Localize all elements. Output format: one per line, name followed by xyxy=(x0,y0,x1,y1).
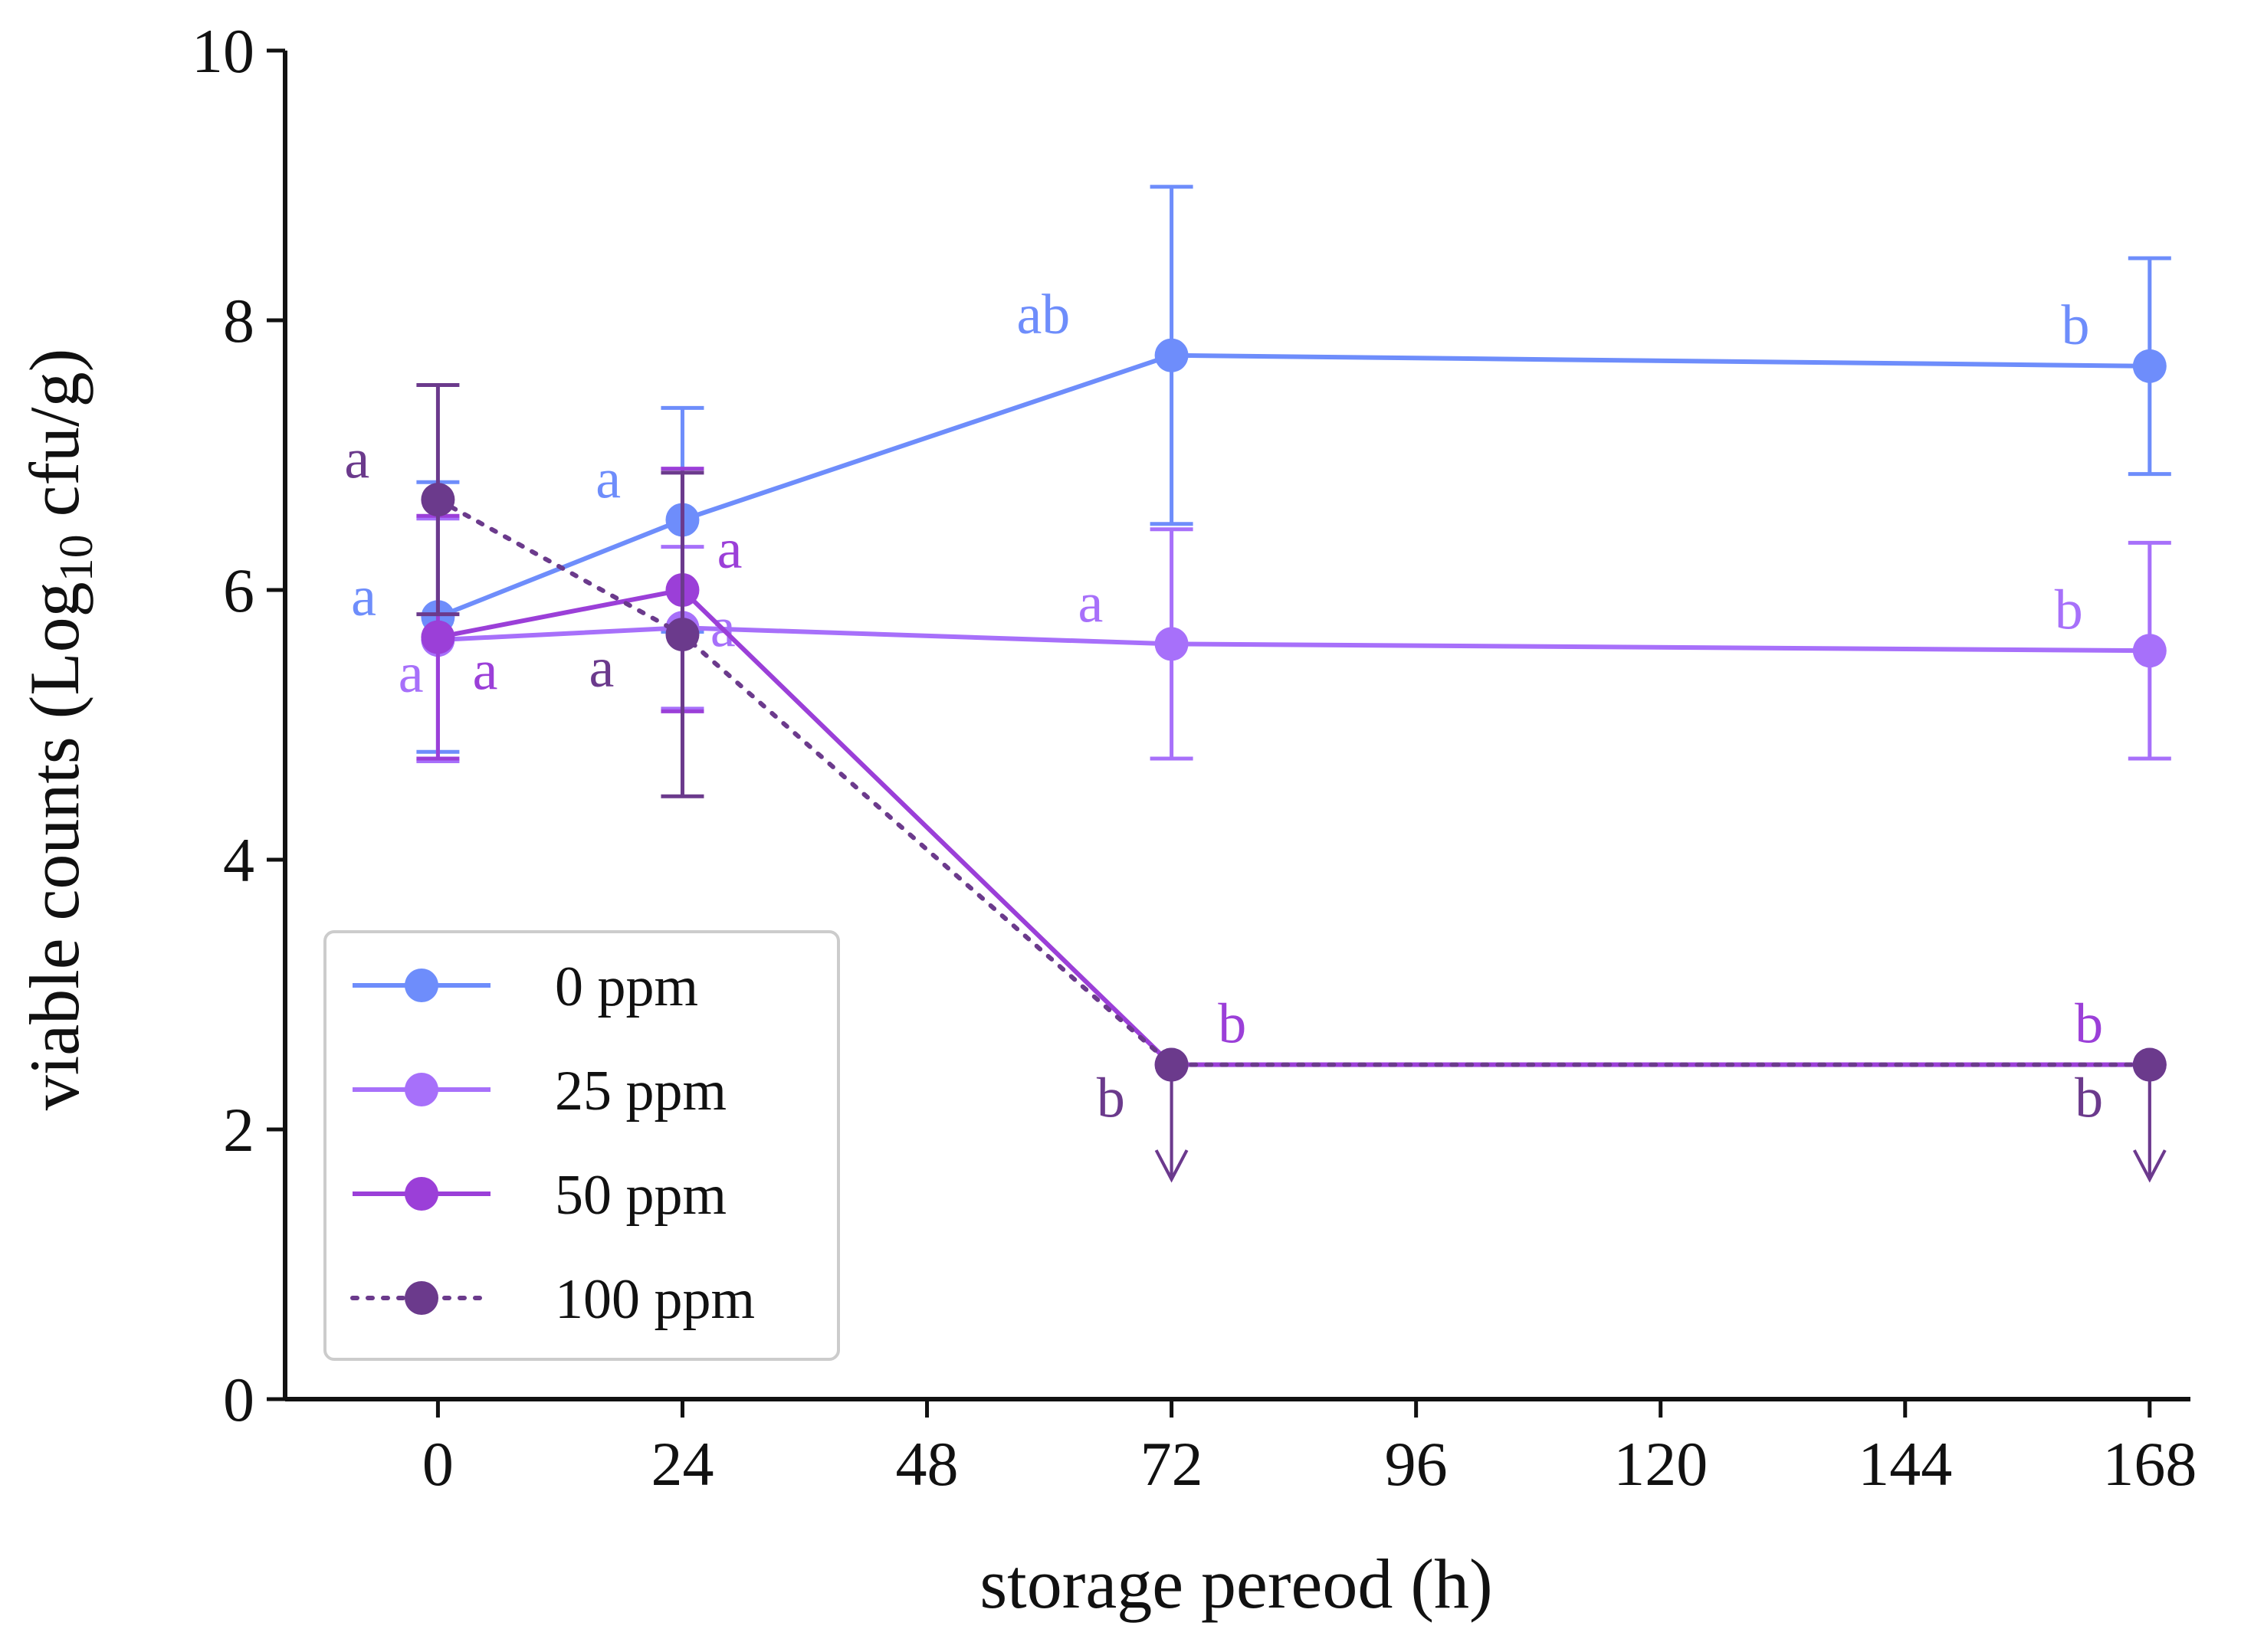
series-1: aa a b xyxy=(399,516,2171,764)
legend-entry-2: 50 ppm xyxy=(353,1164,727,1227)
data-point xyxy=(421,483,455,517)
y-axis-title-main: viable counts (Log xyxy=(15,582,94,1110)
data-point xyxy=(1154,338,1189,372)
x-tick-label: 0 xyxy=(422,1429,454,1499)
y-axis-title-unit: cfu/g) xyxy=(15,349,94,535)
significance-label: a xyxy=(596,448,621,511)
series-3: aab b xyxy=(344,382,2167,1183)
legend-entry-0: 0 ppm xyxy=(353,955,698,1018)
x-axis-title: storage pereod (h) xyxy=(979,1545,1492,1623)
x-tick-label: 120 xyxy=(1613,1429,1708,1499)
censored-arrow-head xyxy=(1154,1149,1189,1183)
significance-label: a xyxy=(344,428,369,490)
data-point xyxy=(665,618,700,652)
y-axis-title: viable counts (Log10 cfu/g) xyxy=(15,349,103,1111)
data-point xyxy=(1154,627,1189,661)
significance-label: b xyxy=(2062,294,2090,357)
significance-label: b xyxy=(1097,1067,1125,1130)
legend-entry-3: 100 ppm xyxy=(350,1268,755,1331)
significance-label: a xyxy=(399,642,424,705)
significance-label: a xyxy=(589,637,614,700)
significance-label: b xyxy=(2075,993,2103,1056)
series-line xyxy=(438,625,2150,654)
significance-label: a xyxy=(717,518,743,581)
legend-marker xyxy=(405,1281,438,1315)
series-line xyxy=(437,587,2150,1067)
significance-label: b xyxy=(2055,579,2083,641)
y-tick-label: 2 xyxy=(223,1095,254,1165)
significance-label: a xyxy=(1078,572,1104,635)
data-point xyxy=(2132,634,2167,668)
significance-label: a xyxy=(473,640,498,703)
legend-marker xyxy=(405,969,438,1002)
legend: 0 ppm 25 ppm 50 ppm 100 ppm xyxy=(323,930,840,1361)
x-tick-label: 144 xyxy=(1858,1429,1952,1499)
data-point xyxy=(421,620,455,654)
y-tick-label: 6 xyxy=(223,556,254,625)
series-line xyxy=(435,497,2152,1067)
x-tick-label: 96 xyxy=(1385,1429,1448,1499)
data-point xyxy=(2132,349,2167,383)
y-tick-label: 10 xyxy=(192,16,254,86)
y-tick-label: 0 xyxy=(223,1365,254,1434)
legend-marker xyxy=(405,1073,438,1106)
x-tick-label: 48 xyxy=(896,1429,959,1499)
legend-entry-1: 25 ppm xyxy=(353,1060,727,1123)
x-tick-label: 168 xyxy=(2102,1429,2197,1499)
legend-frame xyxy=(323,930,840,1361)
x-tick-label: 72 xyxy=(1140,1429,1203,1499)
data-point xyxy=(1154,1047,1189,1082)
x-tick-label: 24 xyxy=(651,1429,714,1499)
series-line xyxy=(437,352,2150,619)
significance-label: ab xyxy=(1016,284,1070,346)
legend-marker xyxy=(405,1177,438,1211)
censored-arrow-head xyxy=(2133,1149,2167,1183)
data-point xyxy=(2132,1047,2167,1082)
y-axis-title-subscript: 10 xyxy=(51,534,103,582)
legend-label: 50 ppm xyxy=(555,1164,727,1227)
legend-label: 0 ppm xyxy=(555,955,698,1018)
y-tick-label: 8 xyxy=(223,286,254,356)
legend-label: 100 ppm xyxy=(555,1268,755,1331)
y-tick-label: 4 xyxy=(223,825,254,895)
significance-label: a xyxy=(351,565,376,628)
legend-label: 25 ppm xyxy=(555,1060,727,1123)
significance-label: b xyxy=(1218,993,1246,1056)
significance-label: b xyxy=(2075,1067,2103,1130)
